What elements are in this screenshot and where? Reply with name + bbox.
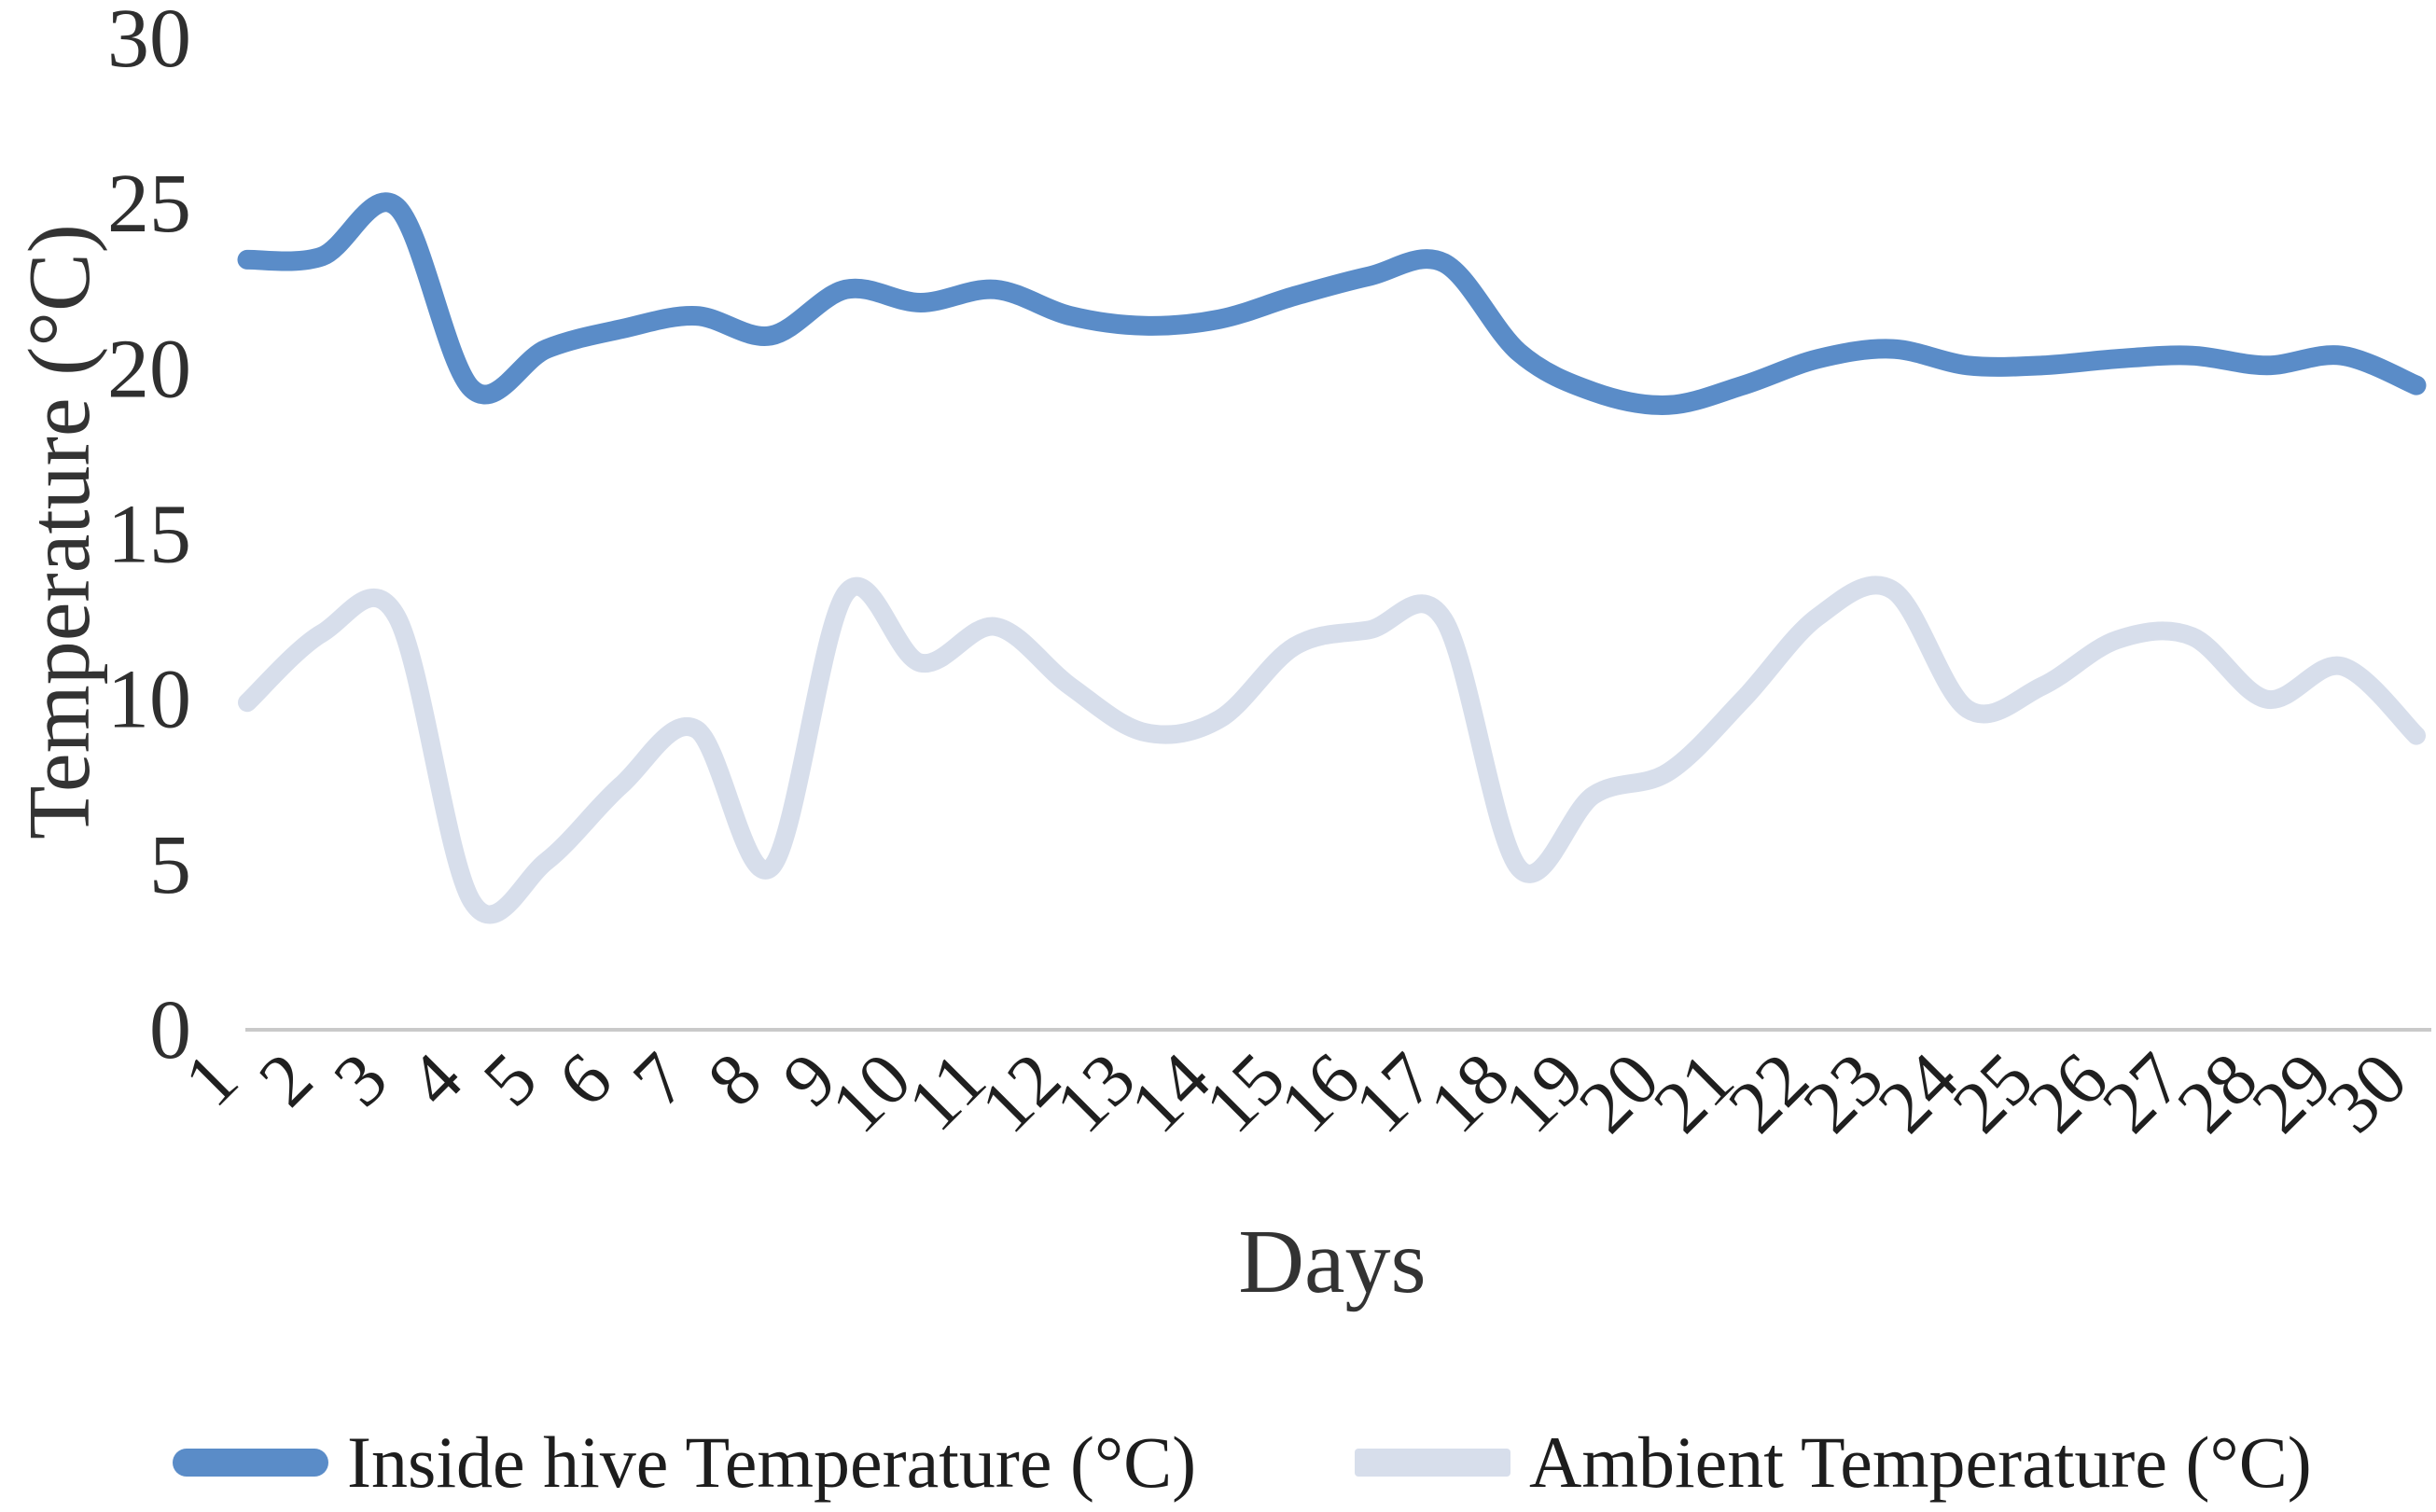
x-tick-label: 2 xyxy=(244,1038,328,1123)
y-tick-label: 0 xyxy=(149,984,191,1076)
x-tick-label: 3 xyxy=(319,1038,404,1123)
y-tick-label: 10 xyxy=(107,654,191,746)
legend-item-ambient: Ambient Temperature (°C) xyxy=(1355,1416,2312,1509)
y-tick-label: 25 xyxy=(107,158,191,250)
legend: Inside hive Temperature (°C) Ambient Tem… xyxy=(0,1416,2436,1509)
y-tick-label: 15 xyxy=(107,489,191,581)
y-tick-labels: 0 5 10 15 20 25 30 xyxy=(107,0,191,1076)
legend-item-inside-hive: Inside hive Temperature (°C) xyxy=(173,1416,1196,1509)
x-tick-label: 4 xyxy=(394,1038,479,1123)
x-tick-label: 8 xyxy=(692,1038,777,1123)
series-line-inside-hive xyxy=(237,192,2427,415)
y-axis-title: Temperature (°C) xyxy=(11,224,108,839)
y-tick-label: 5 xyxy=(149,819,191,911)
y-tick-label: 30 xyxy=(107,0,191,85)
series-line-ambient xyxy=(238,576,2426,924)
legend-swatch-inside-hive-icon xyxy=(173,1449,328,1477)
x-tick-label: 30 xyxy=(2312,1038,2423,1149)
x-tick-label: 1 xyxy=(169,1038,254,1123)
x-tick-label: 5 xyxy=(468,1038,553,1123)
x-tick-label: 7 xyxy=(618,1038,703,1123)
x-axis-title: Days xyxy=(1238,1212,1426,1312)
y-tick-label: 20 xyxy=(107,323,191,415)
series-paths xyxy=(237,192,2427,924)
legend-label-ambient: Ambient Temperature (°C) xyxy=(1529,1422,2312,1503)
legend-label-inside-hive: Inside hive Temperature (°C) xyxy=(347,1422,1197,1503)
x-tick-labels: 1234567891011121314151617181920212223242… xyxy=(169,1038,2423,1149)
x-tick-label: 6 xyxy=(543,1038,628,1123)
legend-swatch-ambient-icon xyxy=(1355,1449,1510,1477)
